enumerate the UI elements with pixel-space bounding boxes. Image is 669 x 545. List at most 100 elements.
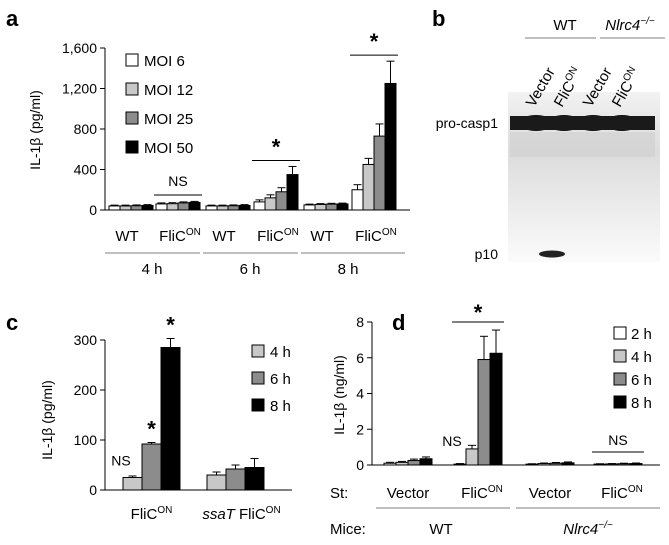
a-strain-label-sup: ON bbox=[186, 227, 201, 238]
a-bar bbox=[166, 203, 179, 211]
d-y-tick-label: 0 bbox=[356, 457, 364, 473]
c-legend-swatch bbox=[251, 371, 265, 385]
d-legend-swatch bbox=[613, 395, 627, 409]
a-strain-label: WT bbox=[212, 228, 235, 245]
a-bar bbox=[216, 205, 229, 211]
d-bar bbox=[489, 352, 503, 466]
blot-band-p10 bbox=[539, 250, 565, 258]
a-strain-label-main: FliC bbox=[257, 228, 284, 245]
d-strain-label: Vector bbox=[387, 485, 430, 502]
c-legend-label: 6 h bbox=[270, 371, 291, 388]
a-bar bbox=[205, 205, 218, 211]
d-mice-group-nlrc4: Nlrc4−/− bbox=[563, 520, 613, 538]
d-bar bbox=[383, 462, 397, 466]
a-legend-swatch bbox=[125, 111, 139, 125]
d-significance-star: * bbox=[474, 300, 483, 325]
c-category-label-main: FliC bbox=[131, 506, 158, 523]
a-bar bbox=[238, 204, 251, 211]
a-bar bbox=[264, 197, 277, 211]
a-bar bbox=[177, 202, 190, 211]
a-time-label: 4 h bbox=[142, 261, 163, 278]
a-bar bbox=[325, 203, 338, 211]
c-bar bbox=[160, 347, 181, 491]
a-y-tick-label: 1,200 bbox=[62, 81, 97, 97]
a-legend-swatch bbox=[125, 140, 139, 154]
d-bar bbox=[477, 359, 491, 466]
a-legend-label: MOI 6 bbox=[144, 53, 185, 70]
d-y-tick-label: 2 bbox=[356, 421, 364, 437]
c-y-tick-label: 300 bbox=[74, 332, 98, 348]
d-bar bbox=[395, 461, 409, 466]
a-bar bbox=[130, 205, 143, 211]
a-strain-label: WT bbox=[115, 228, 138, 245]
d-strain-label-main: FliC bbox=[601, 485, 628, 502]
c-bar bbox=[225, 468, 246, 491]
a-bar bbox=[119, 205, 132, 211]
a-bar bbox=[373, 135, 386, 211]
d-mice-group-nlrc4-main: Nlrc4 bbox=[563, 521, 598, 538]
a-legend-swatch bbox=[125, 82, 139, 96]
d-mice-group-nlrc4-sup: −/− bbox=[598, 520, 613, 531]
a-legend-label: MOI 25 bbox=[144, 111, 193, 128]
a-strain-label: FliCON bbox=[257, 227, 299, 245]
d-bar bbox=[465, 448, 479, 466]
d-bar bbox=[617, 463, 631, 466]
d-y-tick-label: 8 bbox=[356, 314, 364, 330]
c-annotation: * bbox=[147, 417, 156, 442]
d-bar bbox=[549, 462, 563, 466]
a-strain-label: FliCON bbox=[355, 227, 397, 245]
c-category-label-sup: ON bbox=[157, 505, 172, 516]
a-y-tick-label: 400 bbox=[74, 162, 98, 178]
a-strain-label-sup: ON bbox=[382, 227, 397, 238]
c-category-label-main: FliC bbox=[239, 506, 266, 523]
blot-band-pro-casp1-strip bbox=[510, 116, 655, 130]
a-strain-label: FliCON bbox=[159, 227, 201, 245]
d-y-tick-label: 4 bbox=[356, 386, 364, 402]
panel-letter-c: c bbox=[6, 310, 18, 335]
c-y-tick-label: 200 bbox=[74, 382, 98, 398]
a-strain-label-main: FliC bbox=[159, 228, 186, 245]
panel-letter-d: d bbox=[392, 310, 405, 335]
d-strain-label: Vector bbox=[529, 485, 572, 502]
a-bar bbox=[362, 163, 375, 211]
c-bar bbox=[206, 474, 227, 491]
d-bar bbox=[407, 460, 421, 466]
d-legend-label: 2 h bbox=[631, 326, 652, 343]
d-strain-label-sup: ON bbox=[488, 484, 503, 495]
a-bar bbox=[351, 189, 364, 211]
d-bar bbox=[561, 462, 575, 466]
d-legend-label: 6 h bbox=[631, 372, 652, 389]
blot-group-nlrc4: Nlrc4−/− bbox=[605, 16, 655, 34]
a-bar bbox=[303, 204, 316, 211]
d-legend-label: 8 h bbox=[631, 395, 652, 412]
d-bar bbox=[419, 458, 433, 466]
d-y-tick-label: 6 bbox=[356, 350, 364, 366]
a-bar bbox=[227, 205, 240, 211]
c-y-tick-label: 0 bbox=[89, 482, 97, 498]
a-y-tick-label: 0 bbox=[89, 202, 97, 218]
a-annotation: * bbox=[370, 29, 379, 54]
c-bar bbox=[141, 443, 162, 491]
d-bar bbox=[453, 463, 467, 466]
blot-group-nlrc4-main: Nlrc4 bbox=[605, 17, 640, 34]
a-time-label: 8 h bbox=[338, 261, 359, 278]
d-legend-swatch bbox=[613, 372, 627, 386]
c-category-label-italic: ssaT bbox=[202, 506, 239, 523]
c-annotation: * bbox=[166, 313, 175, 338]
a-bar bbox=[155, 203, 168, 211]
a-bar bbox=[286, 174, 299, 211]
a-legend-label: MOI 12 bbox=[144, 82, 193, 99]
c-legend-swatch bbox=[251, 398, 265, 412]
a-legend-label: MOI 50 bbox=[144, 140, 193, 157]
d-strain-label-main: FliC bbox=[461, 485, 488, 502]
d-mice-label: Mice: bbox=[330, 521, 366, 538]
d-st-label: St: bbox=[330, 485, 348, 502]
a-time-label: 6 h bbox=[240, 261, 261, 278]
a-strain-label-main: FliC bbox=[355, 228, 382, 245]
blot-group-nlrc4-sup: −/− bbox=[640, 16, 655, 27]
a-bar bbox=[188, 201, 201, 211]
